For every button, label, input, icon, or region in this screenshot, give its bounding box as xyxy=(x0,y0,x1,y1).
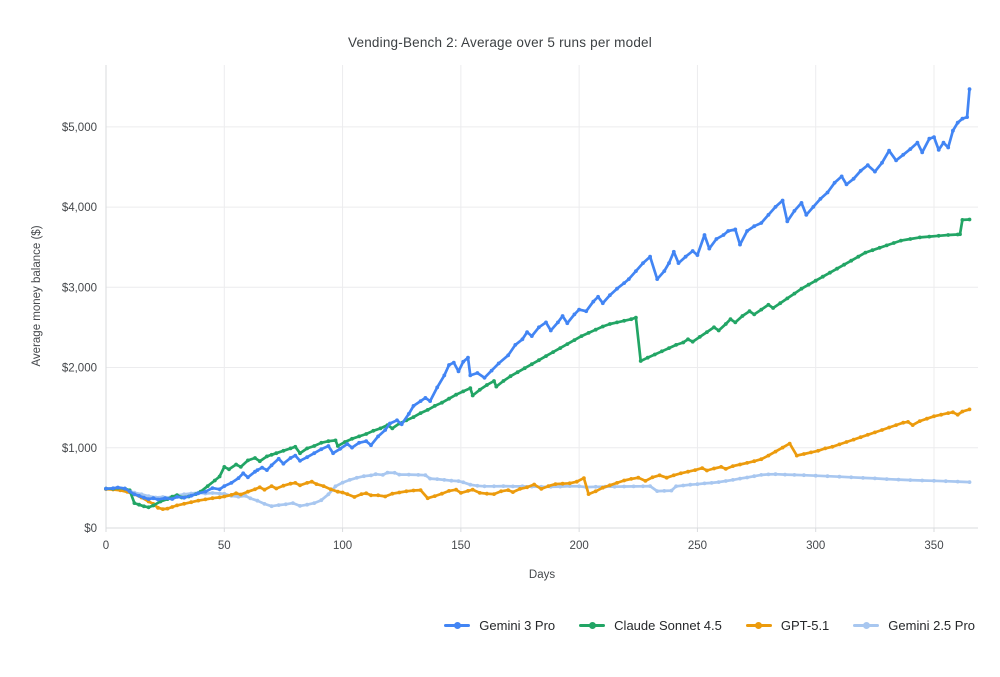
svg-text:$2,000: $2,000 xyxy=(62,363,97,375)
legend-item-claude-sonnet-4-5[interactable]: Claude Sonnet 4.5 xyxy=(579,618,722,633)
legend-label: Claude Sonnet 4.5 xyxy=(614,618,722,633)
claude-sonnet-4-5-line-marker-icon xyxy=(579,622,606,630)
legend: Gemini 3 Pro Claude Sonnet 4.5 GPT-5.1 G… xyxy=(0,618,975,633)
chart-canvas: 0 50 100 150 200 250 300 350 $0 $1,000 $2,000 $3,00… xyxy=(62,65,978,552)
legend-item-gpt-5-1[interactable]: GPT-5.1 xyxy=(745,618,830,633)
legend-label: Gemini 3 Pro xyxy=(479,618,556,633)
x-axis-title: Days xyxy=(528,569,556,581)
svg-text:150: 150 xyxy=(451,540,470,552)
svg-text:350: 350 xyxy=(924,540,943,552)
y-axis-title: Average money balance ($) xyxy=(31,225,43,367)
svg-text:100: 100 xyxy=(333,540,352,552)
svg-text:$1,000: $1,000 xyxy=(62,443,97,455)
legend-item-gemini-2-5-pro[interactable]: Gemini 2.5 Pro xyxy=(853,618,975,633)
gpt-5-1-line-marker-icon xyxy=(745,622,772,630)
svg-text:0: 0 xyxy=(103,540,109,552)
chart-title: Vending-Bench 2: Average over 5 runs per… xyxy=(348,35,652,50)
gemini-3-pro-line-marker-icon xyxy=(444,622,471,630)
svg-text:$4,000: $4,000 xyxy=(62,202,97,214)
gemini-2-5-pro-line-marker-icon xyxy=(853,622,880,630)
svg-text:200: 200 xyxy=(570,540,589,552)
legend-label: GPT-5.1 xyxy=(780,618,830,633)
svg-text:50: 50 xyxy=(218,540,231,552)
svg-text:300: 300 xyxy=(806,540,825,552)
legend-label: Gemini 2.5 Pro xyxy=(888,618,975,633)
svg-text:$0: $0 xyxy=(84,523,97,535)
svg-text:$3,000: $3,000 xyxy=(62,282,97,294)
svg-text:$5,000: $5,000 xyxy=(62,122,97,134)
svg-text:250: 250 xyxy=(688,540,707,552)
legend-item-gemini-3-pro[interactable]: Gemini 3 Pro xyxy=(444,618,555,633)
